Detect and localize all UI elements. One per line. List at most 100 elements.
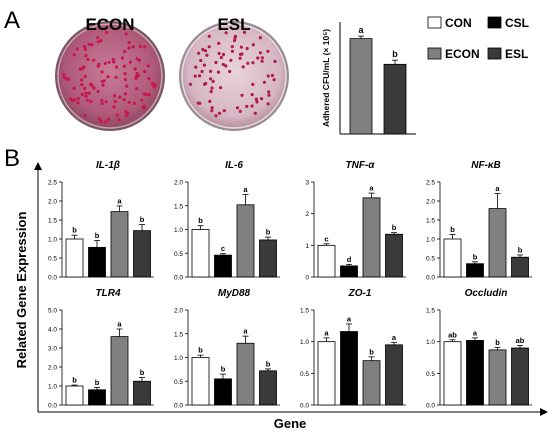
subplot-y-tick-label: 2 <box>305 211 309 218</box>
colony-dot <box>104 120 108 124</box>
colony-dot <box>135 71 139 76</box>
plate-econ <box>55 21 165 131</box>
bar-csl <box>88 389 106 406</box>
subplot-tlr4: TLR4 0.0 1.0 2.0 3.0 4.0 5.0 b b a b <box>48 288 154 410</box>
subplot-y-tick-label: 2.0 <box>426 199 435 206</box>
colony-dot <box>239 45 243 49</box>
colony-dot <box>202 63 206 67</box>
subplot-y-tick-label: 0.0 <box>48 403 57 410</box>
colony-dot <box>221 52 226 57</box>
subplot-y-tick-label: 1.5 <box>426 308 435 315</box>
colony-dot <box>200 69 204 74</box>
colony-dot <box>72 53 76 57</box>
colony-dot <box>210 106 214 110</box>
sig-letter: b <box>392 223 397 232</box>
colony-dot <box>201 47 205 52</box>
subplot-y-tick-label: 1 <box>305 243 309 250</box>
subplot-y-tick-label: 2.0 <box>174 180 183 187</box>
subplot-y-tick-label: 1.5 <box>174 203 183 210</box>
colony-dot <box>217 111 222 115</box>
colony-dot <box>217 41 221 46</box>
colony-dot <box>188 82 192 86</box>
colony-dot <box>137 58 142 63</box>
colony-dot <box>83 47 87 52</box>
colony-dot <box>219 55 223 60</box>
colony-dot <box>89 82 93 86</box>
bar-csl <box>214 254 232 278</box>
panel-a-bar <box>349 38 373 135</box>
legend: CON CSL ECON ESL <box>427 16 529 61</box>
colony-dot <box>238 109 242 113</box>
sig-letter: c <box>324 234 328 243</box>
subplot-y-tick-label: 0.0 <box>174 403 183 410</box>
x-axis-label: Gene <box>274 416 307 431</box>
bar-csl <box>88 246 106 278</box>
colony-dot <box>147 77 151 81</box>
bar-con <box>317 244 336 278</box>
colony-dot <box>122 98 126 102</box>
sig-letter: b <box>266 228 271 237</box>
sig-letter: b <box>495 338 500 347</box>
colony-dot <box>197 51 201 55</box>
colony-dot <box>103 61 107 65</box>
subplot-y-tick-label: 2.0 <box>48 365 57 372</box>
colony-dot <box>117 118 121 122</box>
colony-dot <box>99 120 103 124</box>
colony-dot <box>100 70 104 74</box>
colony-dot <box>135 57 139 61</box>
legend-label-esl: ESL <box>505 47 528 61</box>
colony-dot <box>198 101 202 105</box>
colony-dot <box>270 73 274 78</box>
colony-dot <box>101 83 105 87</box>
subplot-title: Occludin <box>465 288 508 299</box>
subplot-title: ZO-1 <box>348 288 372 299</box>
colony-dot <box>205 53 209 57</box>
colony-dot <box>210 109 214 113</box>
sig-letter: b <box>221 365 226 374</box>
sig-letter: b <box>72 376 77 385</box>
sig-letter: b <box>72 226 77 235</box>
colony-dot <box>124 32 128 36</box>
colony-dot <box>266 49 270 53</box>
subplot-nf-b: NF-κB 0.0 0.5 1.0 1.5 2.0 2.5 b b a b <box>426 160 532 282</box>
colony-dot <box>197 74 202 78</box>
subplot-il-6: IL-6 0.0 0.5 1.0 1.5 2.0 b c a b <box>174 160 280 282</box>
subplot-y-tick-label: 0.5 <box>426 256 435 263</box>
colony-dot <box>142 104 147 108</box>
colony-dot <box>246 61 250 65</box>
plate-esl <box>179 21 289 131</box>
bar-esl <box>511 347 529 406</box>
subplot-y-tick-label: 2.5 <box>48 180 57 187</box>
sig-letter: b <box>266 359 271 368</box>
colony-dot <box>238 56 242 60</box>
colony-dot <box>221 62 225 67</box>
colony-dot <box>207 45 211 49</box>
colony-dot <box>143 45 147 49</box>
colony-dot <box>211 79 215 83</box>
colony-dot <box>258 51 262 55</box>
plate-label-econ: ECON <box>85 15 134 34</box>
colony-dot <box>78 67 82 71</box>
subplot-y-tick-label: 0.5 <box>48 256 57 263</box>
colony-dot <box>251 43 255 47</box>
colony-dot <box>245 46 249 51</box>
legend-label-csl: CSL <box>505 16 529 30</box>
colony-dot <box>127 40 131 45</box>
colony-dot <box>256 56 260 60</box>
subplot-y-tick-label: 1.0 <box>48 237 57 244</box>
outer-y-arrow <box>34 162 42 170</box>
subplot-title: NF-κB <box>471 160 501 171</box>
colony-dot <box>214 114 218 118</box>
colony-dot <box>266 102 270 106</box>
panel-a-sig-letter: a <box>358 25 364 35</box>
subplot-y-tick-label: 1.0 <box>174 355 183 362</box>
subplot-y-tick-label: 1.0 <box>300 339 309 346</box>
subplot-y-tick-label: 1.0 <box>426 237 435 244</box>
sig-letter: c <box>221 244 225 253</box>
colony-dot <box>80 92 84 97</box>
colony-dot <box>133 67 137 71</box>
colony-dot <box>235 106 240 110</box>
colony-dot <box>118 95 122 99</box>
colony-dot <box>230 49 234 53</box>
